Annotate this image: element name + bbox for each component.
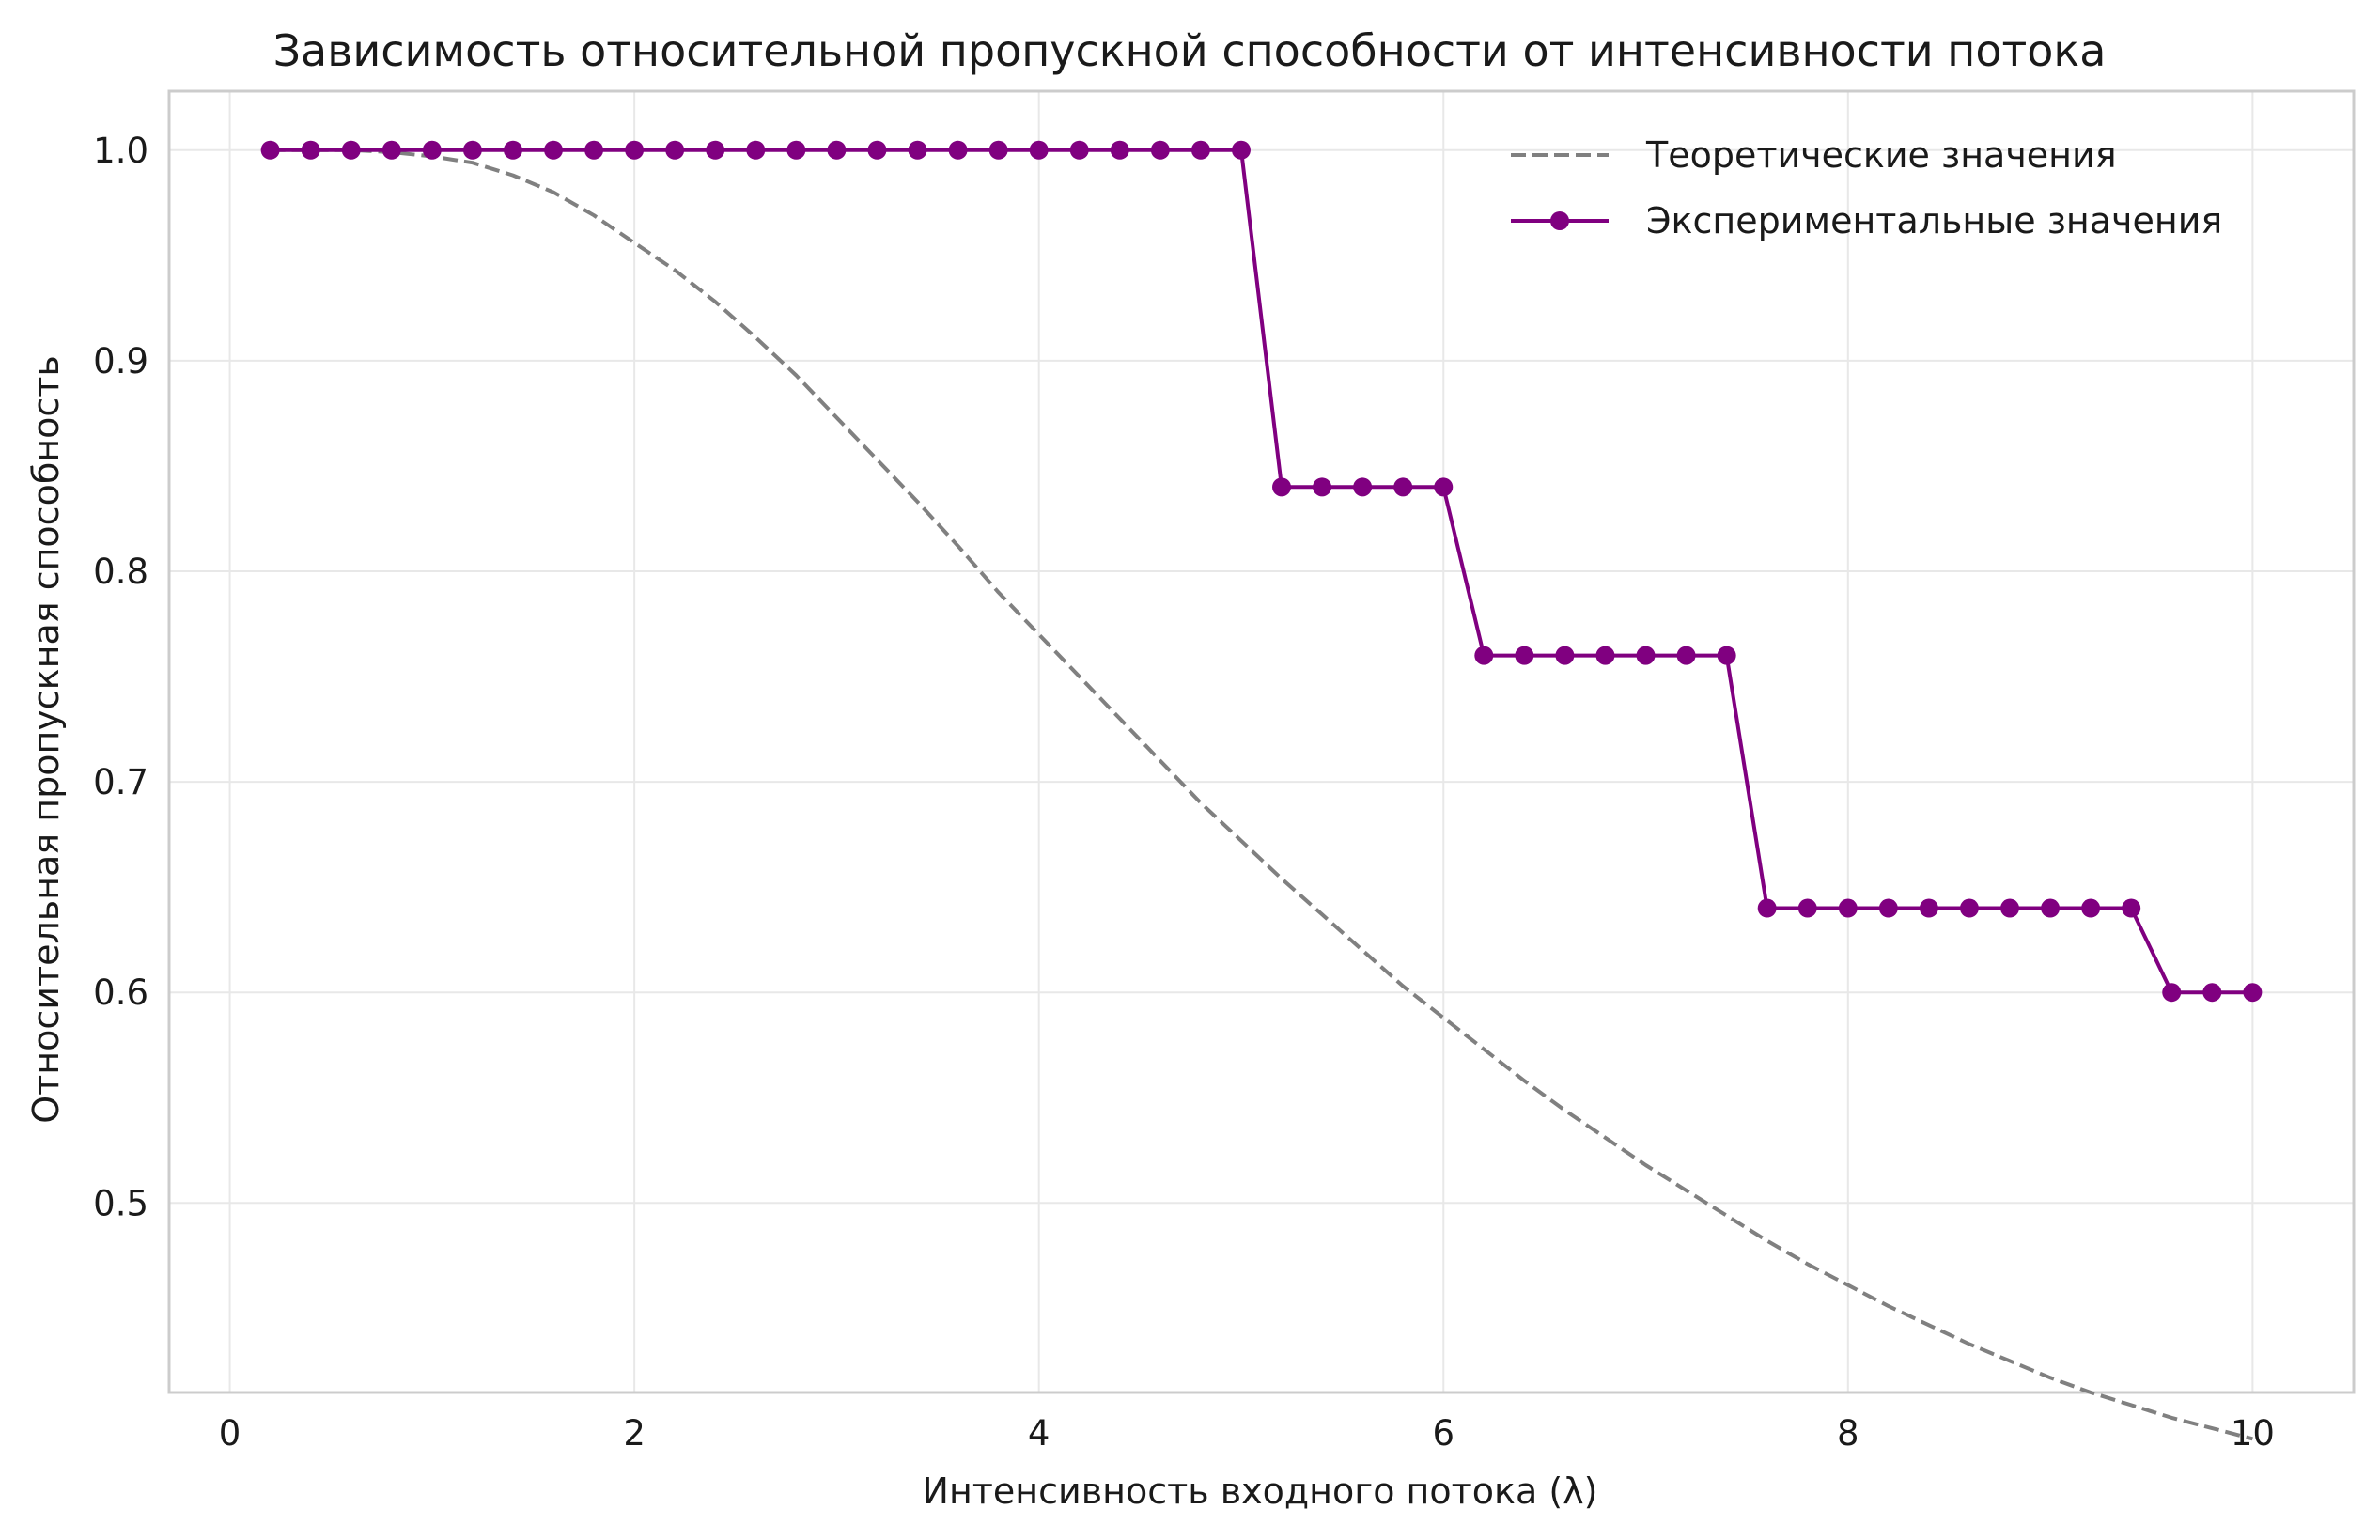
- x-tick-label: 6: [1432, 1413, 1454, 1454]
- data-point: [988, 140, 1008, 160]
- data-point: [584, 140, 604, 160]
- y-tick-label: 0.7: [93, 762, 148, 802]
- x-tick-label: 10: [2231, 1413, 2275, 1454]
- data-point: [625, 140, 645, 160]
- data-point: [2162, 983, 2182, 1003]
- series-layer: [260, 140, 2263, 1441]
- data-point: [2000, 898, 2020, 918]
- data-point: [1150, 140, 1170, 160]
- data-point: [1959, 898, 1979, 918]
- data-point: [1878, 898, 1898, 918]
- chart-title: Зависимость относительной пропускной спо…: [273, 25, 2107, 76]
- data-point: [1636, 646, 1656, 665]
- data-point: [260, 140, 280, 160]
- data-point: [1393, 477, 1413, 497]
- data-point: [1595, 646, 1615, 665]
- x-tick-label: 2: [623, 1413, 646, 1454]
- y-tick-label: 0.9: [93, 341, 148, 381]
- data-point: [1353, 477, 1373, 497]
- data-point: [1676, 646, 1696, 665]
- legend: Теоретические значения Экспериментальные…: [1511, 134, 2222, 241]
- data-point: [2081, 898, 2101, 918]
- data-point: [665, 140, 685, 160]
- tick-labels: 0 2 4 6 8 10 0.5 0.6 0.7 0.8 0.9 1.0: [93, 131, 2275, 1454]
- x-tick-label: 4: [1028, 1413, 1050, 1454]
- data-point: [1313, 477, 1332, 497]
- legend-experimental-marker: [1550, 211, 1569, 230]
- data-point: [1434, 477, 1454, 497]
- data-point: [2202, 983, 2222, 1003]
- data-point: [1231, 140, 1251, 160]
- data-point: [1029, 140, 1049, 160]
- data-point: [706, 140, 725, 160]
- y-tick-label: 0.6: [93, 972, 148, 1013]
- data-point: [948, 140, 968, 160]
- data-point: [867, 140, 887, 160]
- x-tick-label: 0: [219, 1413, 241, 1454]
- x-tick-label: 8: [1837, 1413, 1859, 1454]
- grid: [169, 91, 2354, 1392]
- data-point: [422, 140, 442, 160]
- data-point: [908, 140, 927, 160]
- data-point: [1190, 140, 1210, 160]
- data-point: [1555, 646, 1575, 665]
- data-point: [1110, 140, 1129, 160]
- data-point: [381, 140, 401, 160]
- data-point: [503, 140, 522, 160]
- y-tick-label: 0.8: [93, 552, 148, 592]
- data-point: [1272, 477, 1292, 497]
- data-point: [786, 140, 806, 160]
- y-axis-label: Относительная пропускная способность: [25, 355, 67, 1124]
- y-tick-label: 0.5: [93, 1183, 148, 1223]
- data-point: [2122, 898, 2141, 918]
- data-point: [301, 140, 320, 160]
- data-point: [1919, 898, 1938, 918]
- data-point: [1069, 140, 1089, 160]
- data-point: [2041, 898, 2061, 918]
- data-point: [341, 140, 361, 160]
- legend-experimental-label: Экспериментальные значения: [1646, 200, 2222, 241]
- data-point: [1474, 646, 1494, 665]
- series-line: [270, 148, 2253, 1441]
- data-point: [544, 140, 564, 160]
- data-point: [2243, 983, 2263, 1003]
- y-tick-label: 1.0: [93, 131, 148, 171]
- data-point: [462, 140, 482, 160]
- data-point: [1757, 898, 1777, 918]
- data-point: [827, 140, 847, 160]
- data-point: [1797, 898, 1817, 918]
- data-point: [746, 140, 766, 160]
- data-point: [1515, 646, 1534, 665]
- data-point: [1717, 646, 1736, 665]
- x-axis-label: Интенсивность входного потока (λ): [923, 1470, 1598, 1512]
- legend-theoretical-label: Теоретические значения: [1645, 134, 2117, 176]
- data-point: [1838, 898, 1858, 918]
- plot-frame: [167, 89, 2356, 1394]
